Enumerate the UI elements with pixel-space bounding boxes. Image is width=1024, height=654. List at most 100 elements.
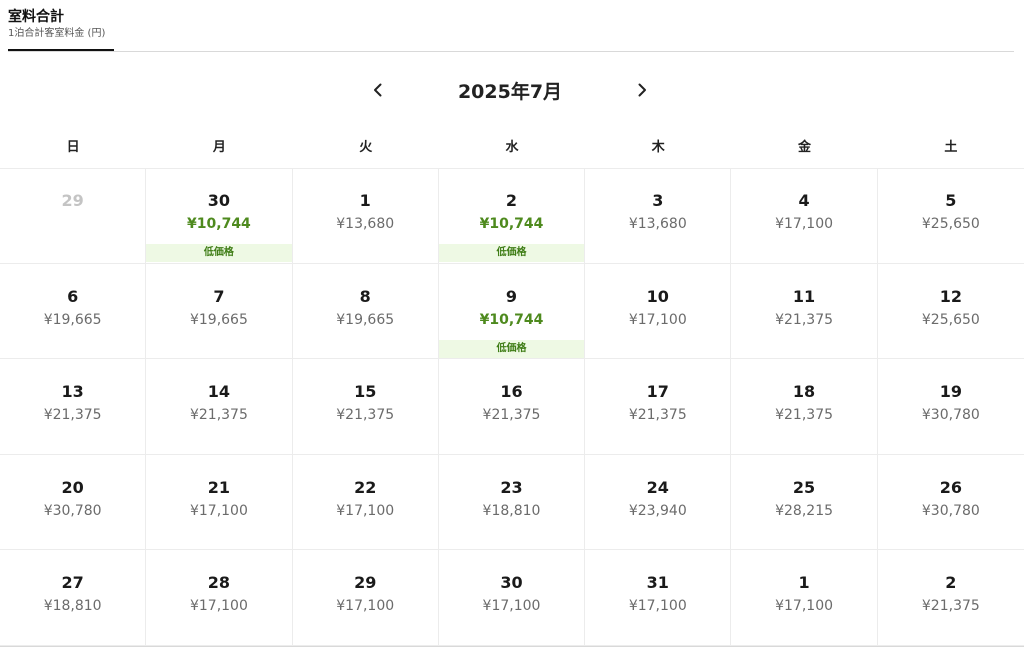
day-number: 10	[646, 286, 669, 306]
calendar-day-cell[interactable]: 28 ¥17,100	[146, 550, 293, 646]
calendar-day-cell[interactable]: 30 ¥10,744 低価格	[146, 168, 293, 264]
calendar-day-cell[interactable]: 6 ¥19,665	[0, 263, 147, 360]
day-price: ¥13,680	[628, 216, 687, 232]
day-price: ¥30,780	[921, 502, 980, 519]
calendar-day-cell[interactable]: 2 ¥21,375	[877, 550, 1024, 646]
calendar-day-cell[interactable]: 7 ¥19,665	[146, 263, 293, 360]
day-number: 24	[646, 477, 669, 497]
calendar-day-cell[interactable]: 26 ¥30,780	[877, 455, 1024, 551]
day-number: 1	[798, 573, 810, 593]
low-price-badge: 低価格	[146, 244, 292, 262]
calendar-day-cell[interactable]: 17 ¥21,375	[585, 359, 732, 455]
calendar-day-cell[interactable]: 1 ¥13,680	[292, 168, 439, 264]
day-price: ¥28,215	[775, 502, 834, 519]
calendar-day-cell: 29	[0, 168, 147, 264]
calendar-day-cell[interactable]: 30 ¥17,100	[438, 550, 586, 646]
day-number: 22	[354, 477, 377, 497]
calendar-day-cell[interactable]: 12 ¥25,650	[877, 264, 1024, 360]
day-number: 14	[207, 382, 231, 402]
calendar-day-cell[interactable]: 31 ¥17,100	[585, 550, 732, 646]
day-price: ¥17,100	[189, 502, 248, 519]
day-price: ¥10,744	[479, 216, 544, 232]
day-price: ¥19,665	[43, 311, 102, 328]
low-price-badge: 低価格	[438, 244, 585, 262]
calendar-day-cell[interactable]: 19 ¥30,780	[877, 359, 1024, 455]
day-price: ¥30,780	[921, 407, 980, 424]
day-price: ¥17,100	[628, 598, 687, 615]
day-price: ¥13,680	[336, 216, 395, 232]
day-number: 31	[646, 573, 669, 593]
calendar-day-cell[interactable]: 3 ¥13,680	[585, 168, 732, 264]
day-number: 2	[945, 573, 957, 593]
day-price: ¥18,810	[482, 502, 541, 519]
day-price: ¥17,100	[628, 311, 687, 328]
weekday-label: 木	[651, 140, 665, 155]
calendar-day-cell[interactable]: 5 ¥25,650	[877, 168, 1024, 264]
day-number: 5	[945, 191, 957, 210]
day-price: ¥17,100	[775, 216, 834, 232]
day-number: 19	[939, 382, 962, 402]
calendar-day-cell[interactable]: 23 ¥18,810	[438, 454, 586, 551]
day-price: ¥17,100	[482, 598, 541, 615]
tab-room-total[interactable]: 室料合計 1泊合計客室料金 (円)	[8, 8, 114, 52]
active-tab-indicator	[8, 49, 114, 52]
day-price: ¥21,375	[336, 407, 395, 424]
tab-title: 室料合計	[8, 9, 64, 25]
day-number: 8	[359, 286, 371, 306]
day-number: 15	[354, 382, 377, 402]
day-number: 29	[61, 191, 84, 210]
day-price: ¥21,375	[775, 407, 834, 424]
day-number: 20	[61, 477, 84, 497]
calendar-day-cell[interactable]: 16 ¥21,375	[438, 359, 586, 455]
day-price: ¥19,665	[189, 311, 248, 328]
weekday-header: 日月火水木金土	[0, 128, 1024, 169]
day-price: ¥17,100	[775, 598, 834, 615]
day-price: ¥23,940	[628, 502, 687, 519]
calendar-day-cell[interactable]: 27 ¥18,810	[0, 550, 147, 646]
day-number: 27	[61, 573, 84, 593]
calendar-day-cell[interactable]: 11 ¥21,375	[731, 263, 878, 360]
day-number: 2	[505, 191, 518, 210]
day-price: ¥18,810	[43, 598, 102, 615]
day-number: 4	[798, 191, 810, 210]
calendar-day-cell[interactable]: 4 ¥17,100	[731, 168, 878, 264]
calendar-day-cell[interactable]: 14 ¥21,375	[146, 359, 293, 455]
day-price: ¥21,375	[189, 407, 248, 424]
day-number: 7	[213, 286, 225, 306]
day-number: 23	[500, 477, 523, 497]
calendar-day-cell[interactable]: 13 ¥21,375	[0, 359, 147, 455]
calendar-day-cell[interactable]: 2 ¥10,744 低価格	[438, 168, 586, 264]
calendar-day-cell[interactable]: 21 ¥17,100	[146, 454, 293, 551]
day-number: 28	[207, 573, 231, 593]
calendar-day-cell[interactable]: 1 ¥17,100	[731, 550, 878, 646]
day-price: ¥10,744	[187, 216, 251, 232]
calendar-grid: 29 30 ¥10,744 低価格 1 ¥13,680 2 ¥10,744 低価格 3 ¥13,68…	[0, 168, 1024, 647]
calendar-day-cell[interactable]: 18 ¥21,375	[731, 359, 878, 455]
weekday-label: 日	[66, 140, 80, 155]
day-price: ¥25,650	[921, 216, 980, 232]
calendar-day-cell[interactable]: 25 ¥28,215	[731, 454, 878, 551]
calendar-day-cell[interactable]: 22 ¥17,100	[292, 454, 439, 551]
day-number: 3	[652, 191, 664, 210]
calendar-day-cell[interactable]: 10 ¥17,100	[585, 263, 732, 360]
previous-month-button[interactable]	[366, 78, 390, 102]
calendar-day-cell[interactable]: 24 ¥23,940	[585, 454, 732, 551]
day-price: ¥10,744	[479, 311, 544, 328]
calendar-day-cell[interactable]: 29 ¥17,100	[292, 550, 439, 646]
day-number: 9	[505, 286, 518, 306]
day-number: 25	[792, 477, 816, 497]
next-month-button[interactable]	[630, 78, 654, 102]
day-number: 6	[67, 286, 79, 306]
weekday-label: 金	[798, 140, 812, 155]
tab-divider	[8, 51, 1014, 52]
calendar-day-cell[interactable]: 9 ¥10,744 低価格	[438, 263, 586, 360]
day-price: ¥25,650	[921, 311, 980, 328]
day-price: ¥17,100	[336, 598, 395, 615]
chevron-right-icon	[638, 83, 646, 97]
calendar-day-cell[interactable]: 8 ¥19,665	[292, 263, 439, 360]
day-number: 18	[792, 382, 816, 402]
calendar-day-cell[interactable]: 20 ¥30,780	[0, 454, 147, 551]
calendar-day-cell[interactable]: 15 ¥21,375	[292, 359, 439, 455]
day-number: 12	[939, 286, 962, 306]
day-number: 30	[500, 573, 523, 593]
